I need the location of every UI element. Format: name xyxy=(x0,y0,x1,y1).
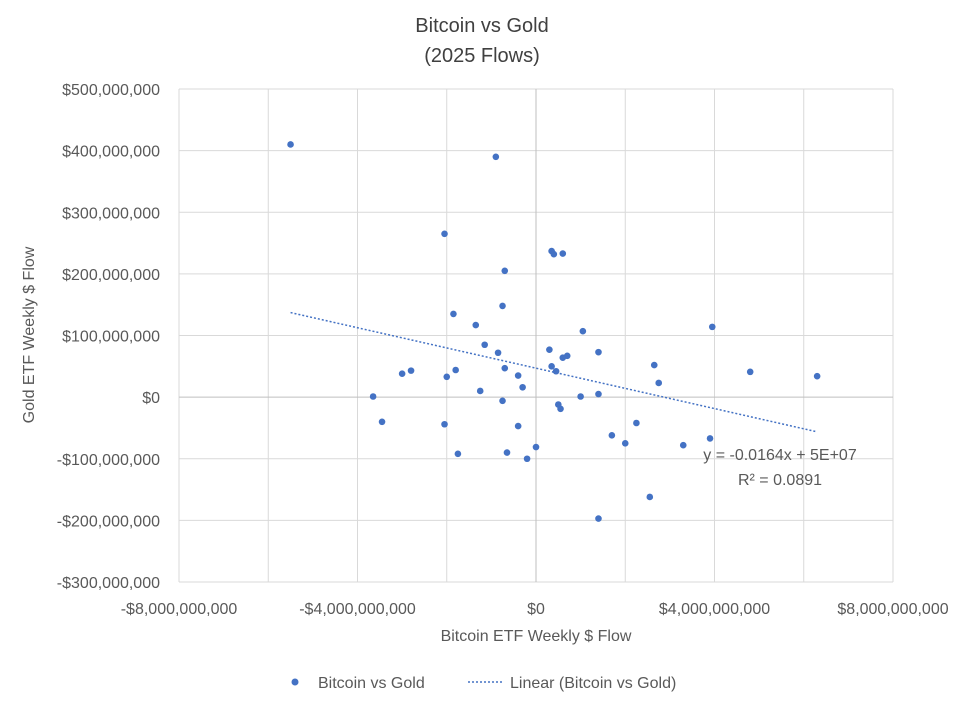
data-point xyxy=(454,450,462,458)
data-point xyxy=(546,346,553,353)
data-point xyxy=(287,141,294,148)
data-point xyxy=(813,372,821,380)
legend: Bitcoin vs Gold Linear (Bitcoin vs Gold) xyxy=(291,675,676,692)
data-point xyxy=(514,372,522,379)
x-tick-label: $4,000,000,000 xyxy=(659,601,770,618)
data-point xyxy=(481,341,488,349)
x-tick-label: $8,000,000,000 xyxy=(837,601,948,618)
data-point xyxy=(608,432,616,439)
data-point xyxy=(595,515,602,522)
data-point xyxy=(407,367,415,374)
axes xyxy=(179,89,893,582)
y-tick-label: $400,000,000 xyxy=(62,144,160,161)
data-point xyxy=(532,443,540,451)
x-tick-label: -$4,000,000,000 xyxy=(299,601,416,618)
chart-title-line-1: Bitcoin vs Gold xyxy=(415,15,548,37)
data-point xyxy=(559,354,567,361)
data-point xyxy=(501,267,509,275)
data-point xyxy=(476,387,484,395)
data-point xyxy=(679,441,687,449)
data-point xyxy=(452,366,459,374)
data-point xyxy=(441,420,448,428)
data-point xyxy=(499,302,506,310)
data-point xyxy=(621,440,629,447)
y-tick-label: -$300,000,000 xyxy=(57,575,160,592)
trendline-equation: y = -0.0164x + 5E+07 xyxy=(703,447,857,464)
data-point xyxy=(550,250,558,258)
x-tick-label: -$8,000,000,000 xyxy=(121,601,238,618)
y-tick-label: $500,000,000 xyxy=(62,82,160,99)
data-point xyxy=(548,363,555,370)
legend-marker-icon xyxy=(291,678,299,686)
data-point xyxy=(655,379,663,387)
data-point xyxy=(472,321,480,329)
data-point xyxy=(450,310,457,318)
data-point xyxy=(557,405,564,413)
data-point xyxy=(650,361,658,369)
y-tick-label: $0 xyxy=(142,390,160,407)
data-point xyxy=(523,455,531,463)
chart-title-line-2: (2025 Flows) xyxy=(424,45,540,67)
data-point xyxy=(494,349,502,357)
trendline-r-squared: R² = 0.0891 xyxy=(738,472,822,489)
data-point xyxy=(378,418,386,426)
data-point xyxy=(369,393,377,400)
x-tick-labels: -$8,000,000,000 -$4,000,000,000 $0 $4,000,0… xyxy=(121,601,949,618)
data-point xyxy=(646,493,654,501)
data-point xyxy=(633,419,640,427)
data-point xyxy=(559,250,567,257)
data-point xyxy=(746,368,754,376)
data-point xyxy=(492,153,500,161)
y-tick-label: $200,000,000 xyxy=(62,267,160,284)
data-point xyxy=(443,373,451,381)
data-point xyxy=(552,367,560,375)
data-point xyxy=(577,393,584,400)
data-point xyxy=(503,449,511,456)
y-tick-labels: -$300,000,000 -$200,000,000 -$100,000,000 $… xyxy=(57,82,160,592)
y-tick-label: $300,000,000 xyxy=(62,205,160,222)
x-axis-title: Bitcoin ETF Weekly $ Flow xyxy=(441,628,632,645)
data-point xyxy=(514,422,522,430)
data-point xyxy=(708,323,716,331)
data-point xyxy=(398,370,406,378)
y-tick-label: -$100,000,000 xyxy=(57,452,160,469)
data-points xyxy=(287,141,821,522)
data-point xyxy=(499,397,506,405)
y-axis-title: Gold ETF Weekly $ Flow xyxy=(21,246,38,423)
data-point xyxy=(595,348,602,356)
legend-label-series: Bitcoin vs Gold xyxy=(318,675,425,692)
legend-label-trendline: Linear (Bitcoin vs Gold) xyxy=(510,675,676,692)
y-tick-label: -$200,000,000 xyxy=(57,513,160,530)
data-point xyxy=(706,435,714,442)
data-point xyxy=(441,230,448,238)
y-tick-label: $100,000,000 xyxy=(62,329,160,346)
data-point xyxy=(595,390,602,398)
x-tick-label: $0 xyxy=(527,601,545,618)
data-point xyxy=(519,383,526,391)
data-point xyxy=(501,364,509,372)
data-point xyxy=(579,327,587,335)
